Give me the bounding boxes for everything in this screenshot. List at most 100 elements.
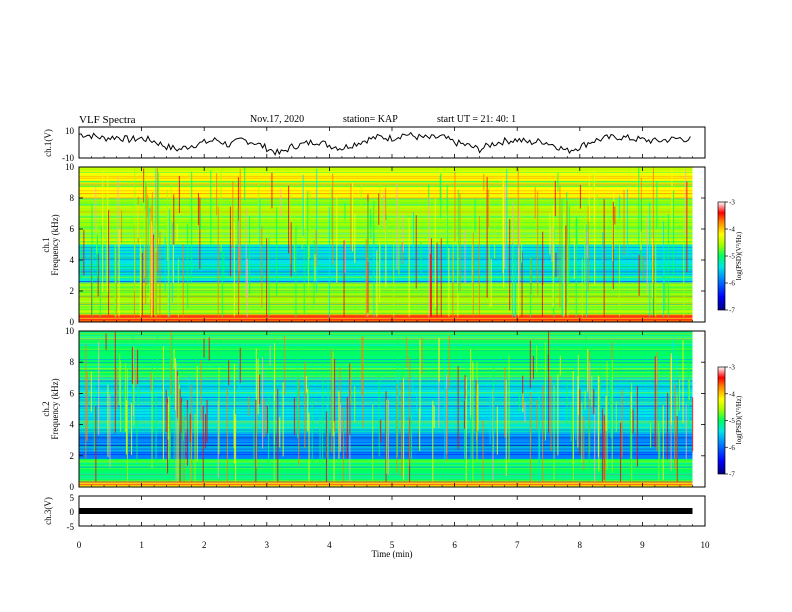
sferic-streak: [147, 199, 149, 293]
sferic-streak: [159, 231, 161, 318]
colorbar-tick-label: -6: [729, 280, 735, 288]
sferic-streak: [566, 200, 568, 270]
sferic-streak: [145, 181, 147, 211]
sferic-streak: [585, 335, 587, 384]
spectral-line: [79, 377, 693, 379]
sferic-streak: [584, 391, 586, 410]
sferic-streak: [232, 180, 234, 248]
sferic-streak: [202, 406, 204, 483]
spectral-line: [79, 172, 693, 173]
sferic-streak: [489, 394, 491, 445]
sferic-streak: [293, 207, 295, 273]
sferic-streak: [603, 199, 605, 318]
sferic-streak: [370, 214, 372, 239]
sferic-streak: [331, 349, 333, 453]
spectral-line: [79, 383, 693, 384]
sferic-streak: [208, 337, 210, 361]
sferic-streak: [403, 377, 405, 480]
sferic-streak: [429, 254, 431, 318]
sferic-streak: [439, 175, 441, 201]
sferic-streak: [415, 215, 417, 289]
sferic-streak: [367, 201, 369, 262]
y-tick-label: -5: [67, 522, 75, 532]
sferic-streak: [656, 181, 658, 229]
sferic-streak: [454, 171, 456, 242]
sferic-streak: [670, 357, 672, 423]
sferic-streak: [565, 225, 567, 318]
sferic-streak: [167, 398, 169, 474]
spectral-line: [79, 169, 693, 171]
sferic-streak: [235, 414, 237, 483]
sferic-streak: [183, 415, 185, 483]
sferic-streak: [233, 409, 235, 449]
sferic-streak: [615, 401, 617, 432]
sferic-streak: [206, 399, 208, 443]
sferic-streak: [504, 185, 506, 269]
sferic-streak: [308, 231, 310, 294]
sferic-streak: [151, 221, 153, 318]
sferic-streak: [452, 224, 454, 283]
sferic-streak: [646, 217, 648, 294]
sferic-streak: [685, 168, 687, 234]
sferic-streak: [97, 254, 99, 297]
sferic-streak: [109, 394, 111, 468]
sferic-streak: [409, 356, 411, 466]
sferic-streak: [619, 195, 621, 219]
spectral-line: [79, 385, 693, 386]
sferic-streak: [457, 189, 459, 293]
sferic-streak: [196, 366, 198, 462]
sferic-streak: [361, 337, 363, 396]
sferic-streak: [478, 216, 480, 315]
spectral-line: [79, 387, 693, 389]
sferic-streak: [530, 257, 532, 294]
sferic-streak: [592, 174, 594, 191]
spectral-line: [79, 294, 693, 296]
sferic-streak: [496, 406, 498, 455]
sferic-streak: [229, 206, 231, 277]
sferic-streak: [139, 239, 141, 318]
sferic-streak: [553, 239, 555, 270]
sferic-streak: [217, 206, 219, 318]
spectral-line: [79, 350, 693, 351]
sferic-streak: [115, 249, 117, 318]
y-tick-label: 6: [70, 224, 75, 234]
sferic-streak: [274, 343, 276, 401]
sferic-streak: [226, 388, 228, 483]
sferic-streak: [511, 243, 513, 318]
sferic-streak: [263, 398, 265, 437]
sferic-streak: [522, 393, 524, 412]
sferic-streak: [506, 169, 508, 281]
svg-text:ch.1: ch.1: [41, 237, 51, 252]
y-tick-label: 10: [65, 126, 75, 136]
sferic-streak: [573, 238, 575, 279]
sferic-streak: [151, 372, 153, 469]
spectral-line: [79, 295, 693, 297]
sferic-streak: [350, 183, 352, 251]
ch2-spectrogram-ylabel: ch.2 Frequency (kHz): [41, 378, 60, 439]
sferic-streak: [561, 199, 563, 316]
start-time-label: start UT = 21: 40: 1: [437, 114, 516, 125]
spectral-line: [79, 313, 693, 315]
sferic-streak: [216, 173, 218, 216]
sferic-streak: [623, 190, 625, 255]
sferic-streak: [379, 241, 381, 303]
sferic-streak: [266, 406, 268, 434]
sferic-streak: [167, 403, 169, 440]
sferic-streak: [589, 351, 591, 454]
sferic-streak: [432, 400, 434, 483]
y-tick-label: -10: [62, 153, 74, 163]
sferic-streak: [237, 251, 239, 312]
sferic-streak: [643, 256, 645, 282]
sferic-streak: [494, 217, 496, 259]
sferic-streak: [119, 353, 121, 405]
sferic-streak: [659, 406, 661, 479]
sferic-streak: [385, 391, 387, 483]
spectral-line: [79, 316, 693, 318]
sferic-streak: [336, 195, 338, 283]
sferic-streak: [162, 346, 164, 460]
sferic-streak: [487, 189, 489, 228]
sferic-streak: [253, 423, 255, 483]
sferic-streak: [544, 342, 546, 441]
sferic-streak: [372, 404, 374, 483]
y-tick-label: 5: [70, 493, 75, 503]
